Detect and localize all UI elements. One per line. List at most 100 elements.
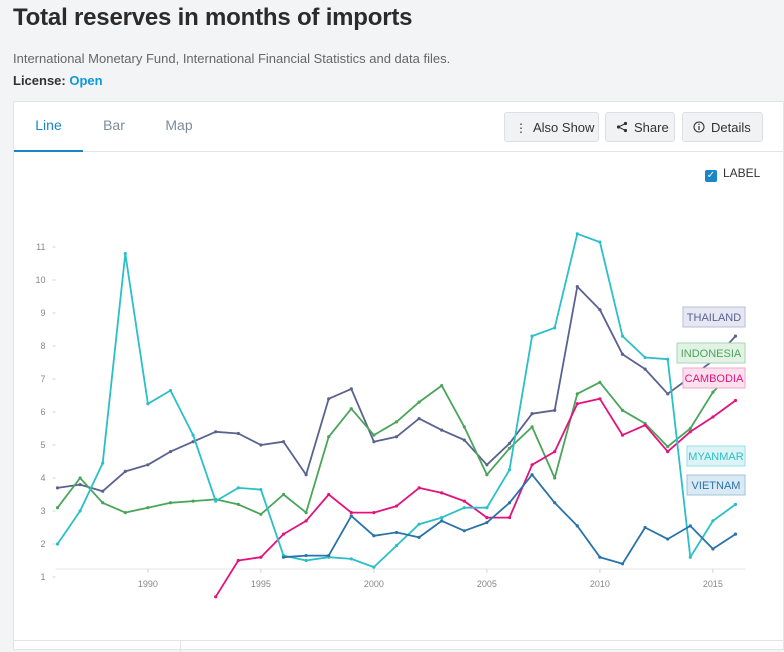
data-point — [101, 461, 105, 465]
data-point — [236, 486, 240, 490]
data-point — [620, 562, 625, 566]
data-point — [620, 408, 625, 412]
data-point — [733, 502, 738, 506]
data-point — [598, 397, 602, 401]
footer-divider — [180, 641, 181, 652]
tab-line[interactable]: Line — [14, 102, 83, 152]
checkbox-checked-icon[interactable]: ✓ — [705, 170, 717, 182]
data-point — [507, 501, 512, 505]
license-link[interactable]: Open — [69, 73, 103, 88]
data-point — [440, 516, 444, 520]
data-point — [259, 443, 263, 447]
data-point — [440, 428, 444, 432]
data-point — [78, 476, 82, 480]
data-point — [146, 506, 150, 510]
data-point — [101, 501, 105, 505]
data-point — [394, 544, 399, 548]
data-point — [304, 553, 308, 558]
data-point — [417, 417, 421, 421]
x-tick-label: 1990 — [138, 579, 158, 589]
data-point — [146, 463, 150, 467]
data-point — [394, 504, 399, 508]
info-icon — [693, 113, 705, 143]
data-point — [620, 334, 625, 338]
y-tick-label: 8 — [40, 341, 45, 351]
data-point — [666, 445, 670, 449]
data-point — [55, 486, 60, 490]
data-point — [711, 547, 715, 551]
data-point — [327, 492, 331, 497]
series-label-thailand: THAILAND — [682, 306, 746, 328]
data-point — [327, 553, 331, 558]
data-point — [598, 555, 602, 559]
data-point — [327, 435, 331, 439]
panel-footer — [14, 640, 783, 652]
x-tick-label: 1995 — [251, 579, 271, 589]
data-point — [530, 425, 534, 429]
x-tick-label: 2010 — [590, 579, 610, 589]
data-point — [598, 240, 602, 244]
more-vertical-icon: ⋮ — [515, 121, 527, 135]
data-point — [530, 463, 534, 467]
y-tick-label: 1 — [40, 572, 45, 582]
series-label-vietnam: VIETNAM — [686, 474, 746, 496]
data-point — [236, 502, 240, 506]
series-label-box — [686, 445, 746, 467]
data-point — [281, 492, 286, 497]
data-point — [304, 558, 308, 563]
data-point — [440, 519, 444, 523]
line-chart: 1 2 3 4 5 6 7 8 9 10 11 1990 1995 2000 2005 2010 2015 T… — [35, 232, 746, 599]
data-point — [462, 425, 466, 429]
series-label-text: MYANMAR — [688, 451, 743, 463]
data-point — [711, 390, 715, 394]
label-toggle-text: LABEL — [723, 166, 761, 180]
data-point — [598, 308, 602, 312]
data-point — [553, 408, 557, 412]
data-point — [733, 398, 738, 403]
data-point — [168, 501, 173, 505]
data-point — [168, 450, 173, 454]
data-point — [666, 392, 670, 396]
view-tabs: Line Bar Map ⋮ Also Show Share Details — [14, 102, 783, 152]
series-line-thailand — [57, 285, 737, 493]
data-point — [485, 506, 489, 510]
y-tick-label: 7 — [40, 374, 45, 384]
tab-map[interactable]: Map — [165, 117, 193, 133]
data-point — [485, 463, 489, 467]
data-point — [349, 407, 353, 411]
data-point — [711, 415, 715, 419]
series-label-text: CAMBODIA — [685, 373, 744, 385]
share-button[interactable]: Share — [605, 112, 675, 142]
data-point — [417, 400, 421, 404]
data-point — [620, 433, 625, 437]
data-point — [281, 440, 286, 444]
also-show-button[interactable]: ⋮ Also Show — [504, 112, 599, 142]
series-line-myanmar — [56, 232, 737, 569]
series-label-indonesia: INDONESIA — [676, 342, 746, 364]
y-tick-label: 6 — [40, 407, 45, 417]
y-tick-label: 11 — [36, 242, 45, 252]
data-point — [349, 557, 353, 561]
data-point — [191, 440, 195, 444]
series-label-box — [682, 306, 746, 328]
data-point — [372, 440, 376, 444]
series-line-cambodia — [214, 397, 737, 598]
series-label-text: VIETNAM — [692, 480, 741, 492]
data-point — [688, 555, 692, 559]
data-point — [281, 532, 286, 536]
y-tick-label: 3 — [40, 506, 45, 516]
data-point — [530, 334, 534, 338]
tab-bar[interactable]: Bar — [103, 117, 125, 133]
page-title: Total reserves in months of imports — [13, 4, 413, 31]
x-axis: 1990 1995 2000 2005 2010 2015 — [55, 568, 746, 589]
series-label-cambodia: CAMBODIA — [682, 367, 746, 389]
details-button[interactable]: Details — [682, 112, 763, 142]
data-point — [688, 430, 692, 434]
series-label-box — [676, 342, 746, 364]
data-point — [643, 367, 647, 371]
data-point — [394, 420, 399, 424]
data-point — [688, 524, 692, 528]
data-point — [123, 252, 127, 256]
label-toggle[interactable]: ✓ LABEL — [705, 166, 760, 182]
data-point — [733, 334, 738, 338]
